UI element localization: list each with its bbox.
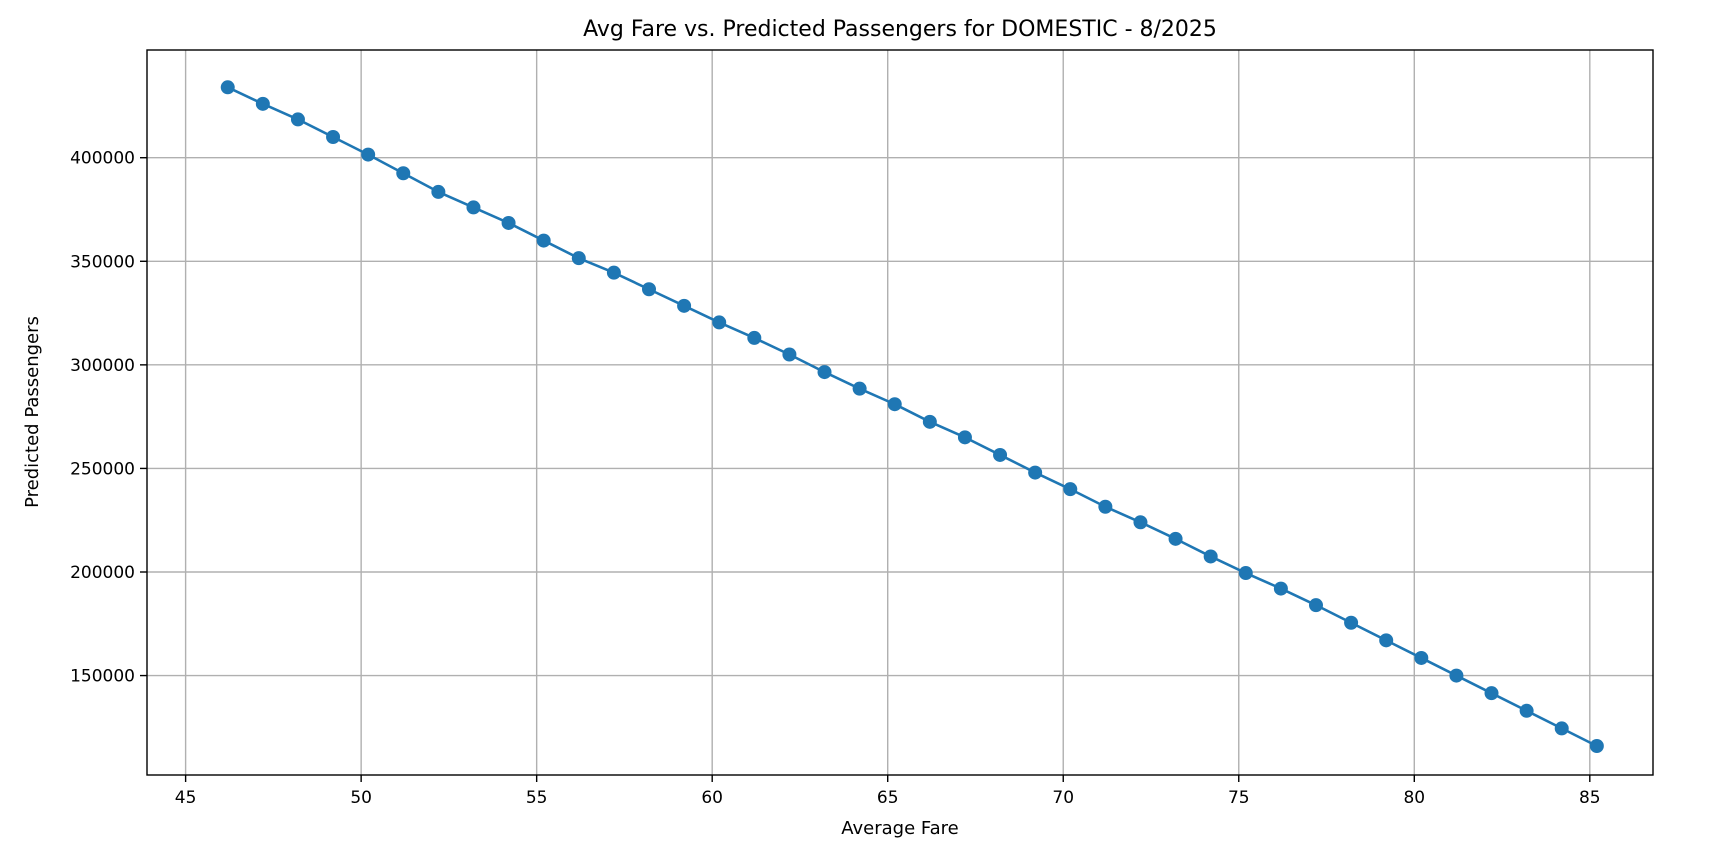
data-point bbox=[993, 447, 1008, 462]
data-point bbox=[1414, 650, 1429, 665]
data-point bbox=[1203, 549, 1218, 564]
y-tick-label: 350000 bbox=[70, 252, 135, 272]
data-point bbox=[957, 430, 972, 445]
y-tick-label: 150000 bbox=[70, 667, 135, 687]
data-point bbox=[817, 365, 832, 380]
data-point bbox=[1063, 482, 1078, 497]
data-point bbox=[1519, 703, 1534, 718]
data-point bbox=[606, 265, 621, 280]
y-tick-label: 300000 bbox=[70, 356, 135, 376]
data-point bbox=[1554, 721, 1569, 736]
x-tick-label: 55 bbox=[526, 788, 548, 808]
data-point bbox=[501, 215, 516, 230]
data-point bbox=[1133, 515, 1148, 530]
x-tick-label: 80 bbox=[1403, 788, 1425, 808]
series-layer bbox=[220, 80, 1604, 753]
data-point bbox=[326, 130, 341, 144]
data-point bbox=[1379, 633, 1394, 648]
plot-frame bbox=[146, 49, 1654, 776]
data-point bbox=[922, 414, 937, 429]
data-point bbox=[747, 330, 762, 345]
data-point bbox=[290, 112, 305, 127]
x-tick-label: 85 bbox=[1579, 788, 1601, 808]
data-point bbox=[536, 233, 551, 248]
data-point bbox=[1098, 499, 1113, 514]
data-point bbox=[255, 96, 270, 111]
x-axis-label: Average Fare bbox=[841, 818, 958, 839]
series-line bbox=[227, 86, 1598, 748]
x-tick-label: 75 bbox=[1228, 788, 1250, 808]
data-point bbox=[712, 315, 727, 330]
data-point bbox=[1028, 465, 1043, 480]
data-point bbox=[642, 282, 656, 297]
data-point bbox=[431, 184, 446, 199]
data-point bbox=[1308, 598, 1323, 613]
data-point bbox=[1449, 668, 1464, 683]
x-tick-label: 50 bbox=[350, 788, 372, 808]
x-tick-label: 60 bbox=[701, 788, 723, 808]
data-point bbox=[1168, 531, 1183, 546]
data-point bbox=[571, 251, 586, 266]
y-axis-label: Predicted Passengers bbox=[22, 316, 43, 508]
data-point bbox=[1273, 581, 1288, 596]
data-point bbox=[852, 381, 867, 396]
x-tick-label: 70 bbox=[1052, 788, 1074, 808]
y-tick-label: 400000 bbox=[70, 149, 135, 169]
x-tick-label: 45 bbox=[175, 788, 197, 808]
grid-layer bbox=[147, 50, 1653, 775]
data-point bbox=[1238, 566, 1253, 581]
data-point bbox=[1484, 686, 1499, 701]
data-point bbox=[220, 80, 235, 95]
data-point bbox=[1344, 615, 1359, 630]
data-point bbox=[396, 166, 411, 181]
data-point bbox=[782, 347, 797, 362]
chart-title: Avg Fare vs. Predicted Passengers for DO… bbox=[583, 17, 1217, 42]
data-point bbox=[887, 397, 902, 412]
y-tick-label: 200000 bbox=[70, 563, 135, 583]
x-tick-label: 65 bbox=[877, 788, 899, 808]
data-point bbox=[1589, 739, 1604, 753]
ticks-layer: 45 50 55 60 65 70 75 80 85 150000 200000 250000 3000… bbox=[70, 149, 1601, 808]
data-point bbox=[677, 298, 692, 313]
y-tick-label: 250000 bbox=[70, 459, 135, 479]
data-point bbox=[466, 200, 481, 215]
data-point bbox=[361, 147, 376, 162]
